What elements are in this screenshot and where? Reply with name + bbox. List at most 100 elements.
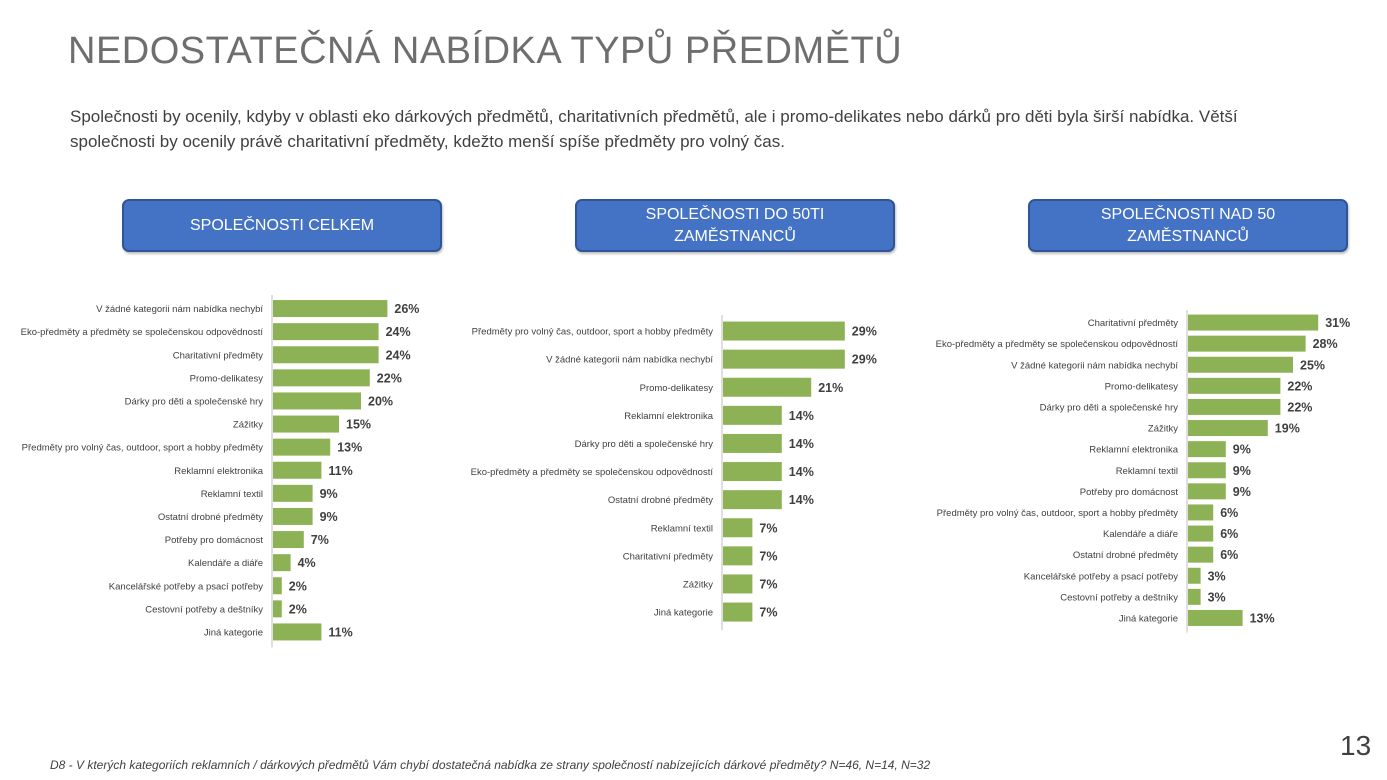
value-label: 22% [1287,400,1312,414]
bar [1188,567,1201,584]
value-label: 14% [789,437,814,451]
bar [273,323,379,341]
category-label: Reklamní elektronika [624,411,713,422]
value-label: 24% [386,348,411,362]
category-label: Eko-předměty a předměty se společenskou … [21,327,264,338]
value-label: 28% [1313,337,1338,351]
bar [273,507,313,525]
footnote: D8 - V kterých kategoriích reklamních / … [50,758,931,772]
value-label: 11% [328,464,352,478]
bar [723,462,782,482]
value-label: 6% [1220,506,1238,520]
value-label: 14% [789,465,814,479]
category-label: Dárky pro děti a společenské hry [575,439,714,450]
value-label: 2% [289,579,307,593]
bar [273,554,291,572]
bar [273,415,339,433]
bar [1188,609,1243,626]
bar-chart-large-companies: Charitativní předměty 31% Eko-předměty a p… [936,310,1350,633]
value-label: 7% [759,606,777,620]
value-label: 15% [346,418,371,432]
value-label: 7% [759,549,777,563]
value-label: 6% [1220,548,1238,562]
bar [723,349,845,369]
bar [273,461,322,479]
category-label: Ostatní drobné předměty [158,512,263,523]
category-label: Kalendáře a diáře [188,558,263,569]
category-label: Dárky pro děti a společenské hry [125,396,264,407]
category-label: Předměty pro volný čas, outdoor, sport a… [472,327,714,338]
bar [1188,504,1214,521]
bar [723,490,782,510]
bar [1188,398,1281,415]
bar [723,546,753,566]
category-label: Promo-delikatesy [640,383,714,394]
value-label: 3% [1208,569,1226,583]
category-label: Ostatní drobné předměty [608,495,713,506]
value-label: 3% [1208,590,1226,604]
category-label: Potřeby pro domácnost [165,535,264,546]
page-subtitle: Společnosti by ocenily, kdyby v oblasti … [70,107,1238,151]
category-label: Jiná kategorie [204,627,263,638]
category-label: Eko-předměty a předměty se společenskou … [936,339,1179,350]
category-label: Zážitky [683,579,713,590]
value-label: 19% [1275,422,1300,436]
category-label: Kancelářské potřeby a psací potřeby [109,581,263,592]
value-label: 22% [377,371,402,385]
category-label: Promo-delikatesy [190,373,264,384]
bar [1188,462,1226,479]
value-label: 13% [1250,611,1275,625]
value-label: 7% [759,521,777,535]
value-label: 7% [311,533,329,547]
category-label: Jiná kategorie [654,608,713,619]
category-label: Reklamní elektronika [174,466,263,477]
value-label: 22% [1287,379,1312,393]
value-label: 24% [386,325,411,339]
bar [1188,546,1214,563]
bar [273,300,388,318]
bar [723,405,782,425]
value-label: 4% [298,556,316,570]
value-label: 29% [852,353,877,367]
value-label: 9% [1233,464,1251,478]
value-label: 20% [368,394,393,408]
category-label: Zážitky [1148,424,1178,435]
bar [723,433,782,453]
bar [273,438,331,456]
category-label: Charitativní předměty [173,350,264,361]
value-label: 25% [1300,358,1325,372]
bar [273,392,361,410]
category-label: Reklamní textil [1116,466,1178,477]
category-label: Předměty pro volný čas, outdoor, sport a… [937,508,1179,519]
value-label: 21% [818,381,843,395]
category-label: V žádné kategorii nám nabídka nechybí [546,355,713,366]
category-label: V žádné kategorii nám nabídka nechybí [96,304,263,315]
bar [723,518,753,538]
category-label: Jiná kategorie [1119,613,1178,624]
bar-chart-total: V žádné kategorii nám nabídka nechybí 26%… [21,295,419,648]
bar [273,623,322,641]
bar [1188,525,1214,542]
bar [1188,420,1268,437]
value-label: 7% [759,577,777,591]
category-label: V žádné kategorii nám nabídka nechybí [1011,360,1178,371]
page-title: NEDOSTATEČNÁ NABÍDKA TYPŮ PŘEDMĚTŮ [68,30,903,72]
value-label: 14% [789,409,814,423]
panel-header-large-companies: SPOLEČNOSTI NAD 50 ZAMĚSTNANCŮ [1028,199,1348,252]
panel-header-small-companies: SPOLEČNOSTI DO 50TI ZAMĚSTNANCŮ [575,199,895,252]
value-label: 29% [852,325,877,339]
bar [723,574,753,594]
value-label: 9% [1233,443,1251,457]
category-label: Kalendáře a diáře [1103,529,1178,540]
value-label: 26% [394,302,419,316]
category-label: Cestovní potřeby a deštníky [1060,592,1178,603]
category-label: Reklamní elektronika [1089,445,1178,456]
bar [273,484,313,502]
value-label: 31% [1325,316,1350,330]
bar-chart-small-companies: Předměty pro volný čas, outdoor, sport a… [471,315,877,631]
bar [273,369,370,387]
bar [1188,314,1319,331]
bar [723,602,753,622]
value-label: 13% [337,441,362,455]
category-label: Reklamní textil [651,523,713,534]
